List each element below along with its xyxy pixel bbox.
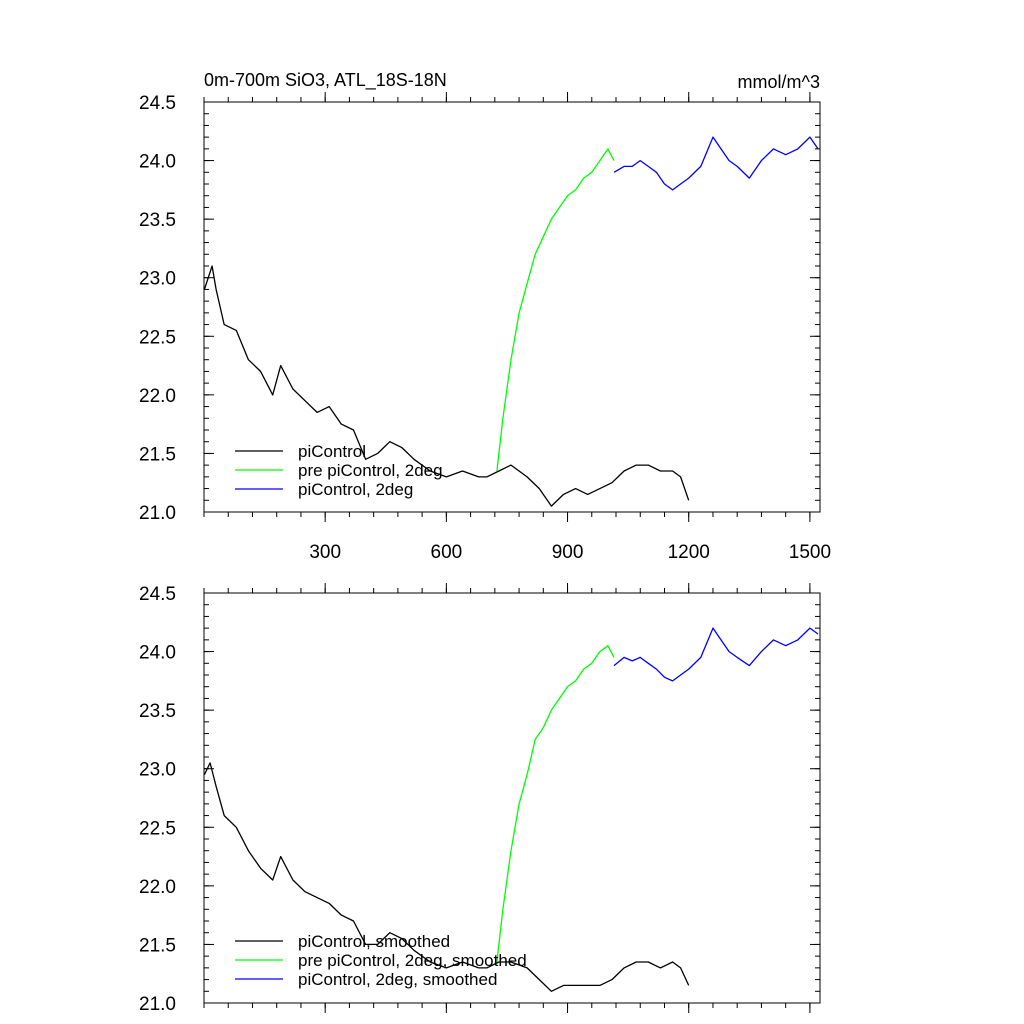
bottom-panel-tick-labels: 21.0 21.5 22.0 22.5 23.0 23.5 24.0 24.5	[139, 584, 176, 1015]
bottom-panel-lines	[203, 627, 819, 992]
y-tick-label: 24.0	[139, 643, 176, 664]
bottom-panel-ticks	[203, 583, 820, 1013]
y-tick-label: 24.0	[139, 152, 176, 173]
x-tick-label: 900	[552, 542, 584, 563]
bottom-panel: 21.0 21.5 22.0 22.5 23.0 23.5 24.0 24.5 piContr…	[139, 583, 821, 1015]
y-tick-label: 23.5	[139, 210, 176, 231]
series-line-2	[613, 627, 819, 682]
legend-label: piControl	[298, 442, 366, 461]
top-panel-title: 0m-700m SiO3, ATL_18S-18N	[204, 70, 447, 91]
top-panel-tick-labels: 21.0 21.5 22.0 22.5 23.0 23.5 24.0 24.5 300 600 90…	[139, 93, 831, 563]
y-tick-label: 22.0	[139, 386, 176, 407]
top-panel-frame	[203, 101, 821, 513]
legend-label: pre piControl, 2deg, smoothed	[298, 951, 527, 970]
series-line-0	[203, 762, 690, 992]
y-tick-label: 23.0	[139, 269, 176, 290]
legend-label: piControl, smoothed	[298, 932, 450, 951]
top-panel-lines	[203, 136, 819, 507]
y-tick-label: 23.0	[139, 760, 176, 781]
legend-label: pre piControl, 2deg	[298, 461, 443, 480]
y-tick-label: 23.5	[139, 701, 176, 722]
y-tick-label: 24.5	[139, 584, 176, 605]
legend-label: piControl, 2deg, smoothed	[298, 970, 497, 989]
y-tick-label: 21.5	[139, 935, 176, 956]
y-tick-label: 22.5	[139, 327, 176, 348]
bottom-panel-frame	[203, 592, 821, 1004]
series-line-1	[496, 645, 615, 963]
series-line-1	[496, 148, 615, 472]
y-tick-label: 22.5	[139, 818, 176, 839]
top-panel-ticks	[203, 92, 820, 522]
y-tick-label: 21.5	[139, 444, 176, 465]
top-panel-units: mmol/m^3	[738, 72, 820, 92]
x-tick-label: 1500	[789, 542, 831, 563]
y-tick-label: 22.0	[139, 877, 176, 898]
y-tick-label: 21.0	[139, 503, 176, 524]
legend-label: piControl, 2deg	[298, 480, 413, 499]
top-panel: 0m-700m SiO3, ATL_18S-18N mmol/m^3 21.02…	[139, 70, 831, 563]
y-tick-label: 21.0	[139, 994, 176, 1015]
series-line-2	[613, 136, 819, 191]
series-line-0	[203, 265, 690, 507]
x-tick-label: 300	[309, 542, 341, 563]
y-tick-label: 24.5	[139, 93, 176, 114]
x-tick-label: 1200	[668, 542, 710, 563]
x-tick-label: 600	[431, 542, 463, 563]
